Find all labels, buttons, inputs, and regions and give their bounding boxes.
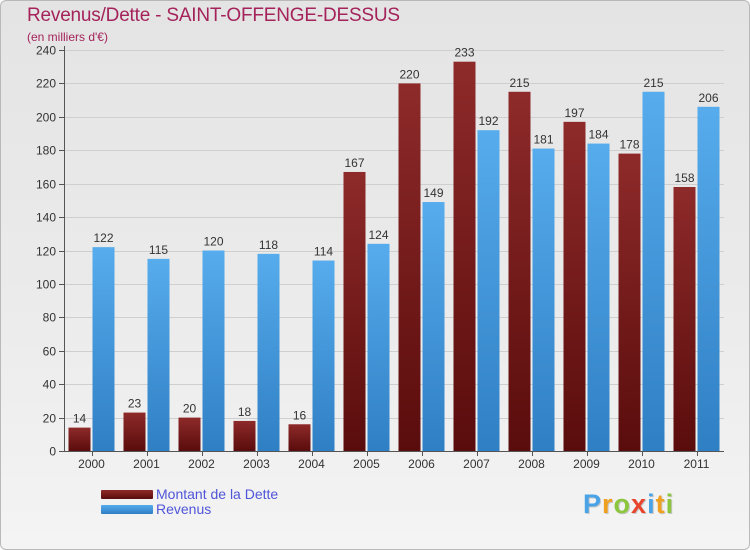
y-tick-label: 20 [43,412,57,426]
logo-letter: o [613,489,632,519]
data-label-revenus: 184 [588,128,608,142]
bar-dette [618,153,641,451]
x-tick-label: 2001 [133,457,160,471]
data-label-revenus: 215 [643,76,663,90]
bar-revenus [477,130,500,451]
bar-revenus [697,106,720,451]
bar-revenus [312,260,335,451]
y-tick-label: 0 [49,445,56,459]
bar-revenus [587,143,610,452]
data-label-dette: 20 [183,402,197,416]
legend-swatch-dette [101,490,153,499]
data-label-dette: 215 [509,76,529,90]
x-tick-label: 2011 [684,457,710,471]
x-tick-label: 2006 [408,457,435,471]
y-tick-label: 100 [36,278,56,292]
data-label-revenus: 181 [533,133,553,147]
data-label-revenus: 122 [93,231,113,245]
x-axis: 2000 2001 2002 2003 2004 2005 2006 2007 2008 2009… [64,451,724,471]
logo-letter: r [602,489,614,519]
chart-title: Revenus/Dette - SAINT-OFFENGE-DESSUS [27,5,400,26]
data-label-dette: 158 [674,171,694,185]
y-tick-label: 200 [36,111,56,125]
logo-letter: x [631,489,648,519]
x-tick-label: 2009 [573,457,600,471]
y-tick-label: 120 [36,245,56,259]
bars: 1412223115201201811816114167124220149233… [68,46,720,452]
legend-label-dette: Montant de la Dette [156,486,279,502]
data-label-revenus: 206 [698,91,718,105]
x-tick-label: 2003 [243,457,270,471]
data-label-dette: 167 [344,156,364,170]
legend-label-revenus: Revenus [156,501,212,517]
data-label-dette: 14 [73,412,87,426]
y-tick-label: 140 [36,211,56,225]
y-tick-label: 220 [36,77,56,91]
logo-letter: i [647,489,656,519]
bar-revenus [257,253,280,451]
bar-revenus [422,202,445,451]
data-label-dette: 23 [128,397,142,411]
y-tick-label: 180 [36,144,56,158]
y-tick-label: 160 [36,178,56,192]
proxiti-logo: Proxiti [583,489,674,519]
y-axis: 0 20 40 60 80 100 120 140 160 180 200 220 240 [36,44,65,459]
bar-dette [123,412,146,451]
chart-subtitle: (en milliers d'€) [27,30,108,44]
bar-dette [508,91,531,451]
data-label-revenus: 192 [478,114,498,128]
data-label-dette: 178 [619,138,639,152]
y-tick-label: 80 [43,311,57,325]
y-gridlines [64,50,724,452]
data-label-revenus: 115 [149,243,168,257]
bar-revenus [202,250,225,451]
bar-dette [673,187,696,451]
logo-letter: i [665,489,675,519]
bar-dette [288,424,311,451]
legend-swatch-revenus [101,505,153,514]
bar-revenus [147,258,170,451]
x-tick-label: 2000 [78,457,105,471]
data-label-dette: 16 [293,408,307,422]
data-label-revenus: 120 [203,235,223,249]
x-tick-label: 2008 [518,457,545,471]
data-label-revenus: 118 [259,238,278,252]
data-label-revenus: 124 [368,228,388,242]
data-label-dette: 220 [399,67,419,81]
logo-letter: t [655,489,666,519]
data-label-revenus: 114 [314,245,333,259]
x-tick-label: 2004 [298,457,325,471]
bar-dette [398,83,421,452]
bar-revenus [367,243,390,451]
data-label-dette: 18 [238,405,252,419]
y-tick-label: 240 [36,44,56,58]
logo-letter: P [583,489,603,519]
bar-dette [178,417,201,451]
x-tick-label: 2010 [628,457,655,471]
y-tick-label: 40 [43,378,57,392]
bar-dette [68,427,91,451]
y-tick-label: 60 [43,345,57,359]
x-tick-label: 2002 [188,457,215,471]
bar-dette [343,171,366,452]
bar-dette [233,420,256,451]
bar-revenus [642,91,665,451]
data-label-dette: 197 [564,106,584,120]
bar-dette [453,61,476,452]
data-label-revenus: 149 [423,186,443,200]
bar-dette [563,121,586,452]
bar-revenus [532,148,555,451]
data-label-dette: 233 [454,46,474,60]
bar-revenus [92,247,115,451]
x-tick-label: 2005 [353,457,380,471]
x-tick-label: 2007 [463,457,490,471]
